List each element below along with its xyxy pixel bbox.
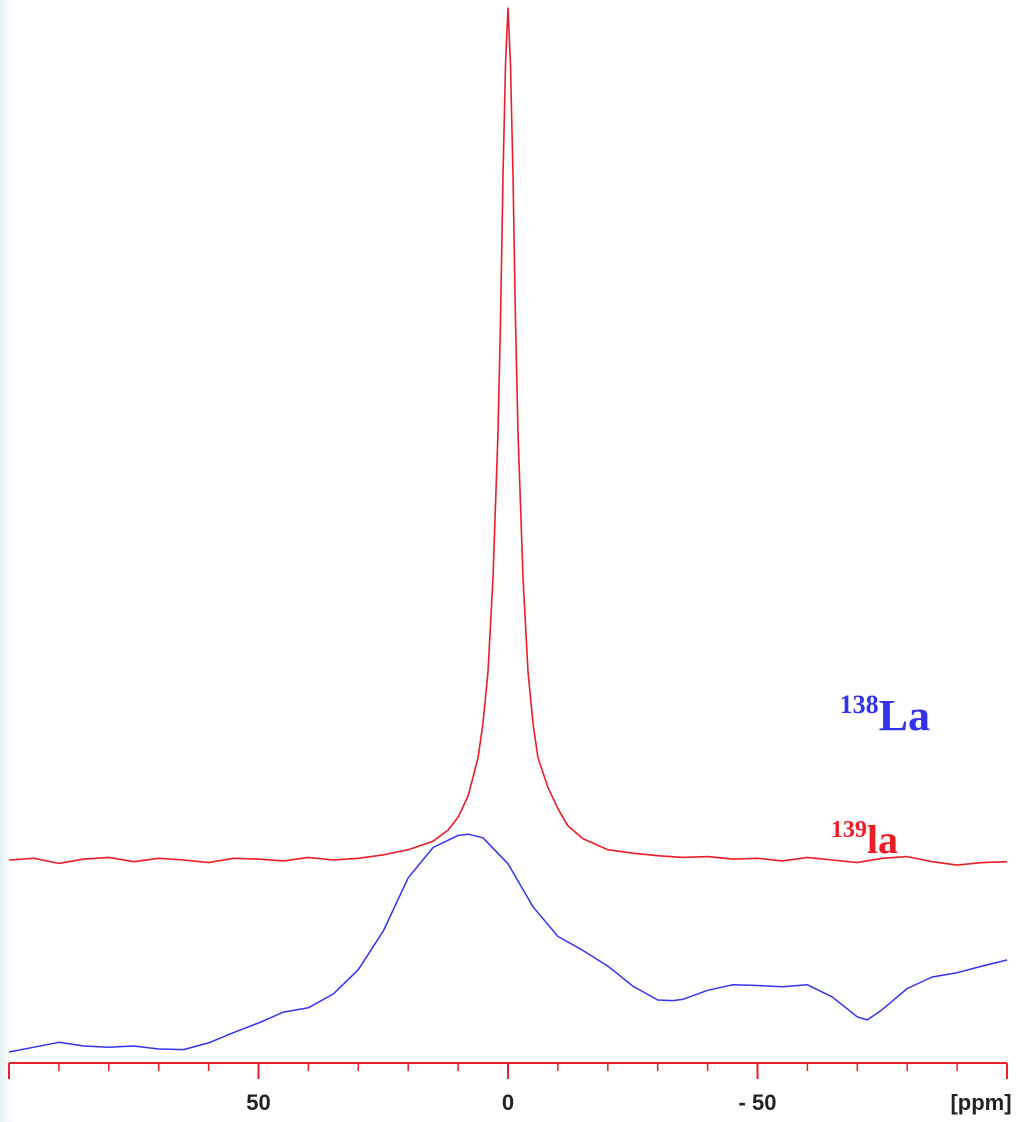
x-tick-label: 50 [246, 1090, 270, 1115]
isotope-mass-138: 138 [840, 690, 879, 719]
x-tick-label: 0 [502, 1090, 514, 1115]
isotope-symbol-La: La [879, 691, 930, 740]
series-line-138La [8, 833, 1008, 1053]
x-tick-label: - 50 [739, 1090, 777, 1115]
x-axis [8, 1062, 1008, 1079]
x-axis-label: [ppm] [950, 1090, 1011, 1115]
series-line-139la [8, 7, 1008, 866]
series-layer [8, 7, 1008, 1053]
series-label-138La: 138La [840, 690, 930, 740]
x-tick-labels: 50 0 - 50 [246, 1090, 776, 1115]
isotope-symbol-la: la [867, 817, 898, 862]
series-label-139la: 139la [831, 817, 898, 862]
isotope-mass-139: 139 [831, 817, 867, 843]
